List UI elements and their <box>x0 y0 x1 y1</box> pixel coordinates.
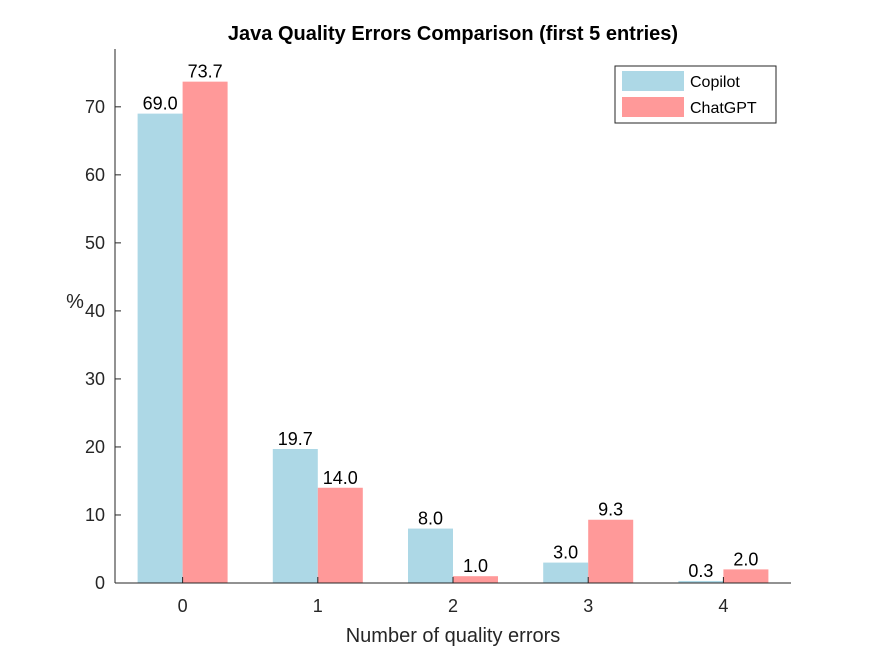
x-tick-label: 1 <box>313 596 323 616</box>
y-tick-label: 10 <box>85 505 105 525</box>
data-label-copilot-4: 0.3 <box>688 561 713 581</box>
bar-copilot-3 <box>543 562 589 583</box>
x-tick-label: 2 <box>448 596 458 616</box>
data-label-copilot-2: 8.0 <box>418 509 443 529</box>
bar-chatgpt-0 <box>182 81 228 584</box>
y-tick-label: 40 <box>85 301 105 321</box>
bar-chatgpt-4 <box>723 569 769 583</box>
y-tick-label: 60 <box>85 165 105 185</box>
x-tick-label: 4 <box>718 596 728 616</box>
x-tick-label: 3 <box>583 596 593 616</box>
bar-copilot-4 <box>678 580 724 583</box>
legend-label-chatgpt: ChatGPT <box>690 100 757 117</box>
axes-layer: 0 10 20 30 40 50 60 70 0 1 2 3 4 <box>85 49 791 616</box>
x-axis-label: Number of quality errors <box>346 625 561 647</box>
data-label-copilot-1: 19.7 <box>278 429 313 449</box>
data-label-chatgpt-2: 1.0 <box>463 556 488 576</box>
bar-copilot-1 <box>272 448 318 583</box>
bar-copilot-0 <box>137 113 183 583</box>
y-tick-label: 20 <box>85 437 105 457</box>
legend-label-copilot: Copilot <box>690 74 740 91</box>
legend-swatch-copilot <box>622 71 684 91</box>
y-tick-label: 50 <box>85 233 105 253</box>
bars-layer <box>137 81 769 584</box>
chart-title: Java Quality Errors Comparison (first 5 … <box>228 23 678 45</box>
data-label-chatgpt-3: 9.3 <box>598 500 623 520</box>
data-label-chatgpt-4: 2.0 <box>733 549 758 569</box>
bar-chatgpt-1 <box>317 487 363 583</box>
y-tick-label: 30 <box>85 369 105 389</box>
bar-chatgpt-3 <box>588 519 634 583</box>
y-tick-label: 70 <box>85 97 105 117</box>
data-label-chatgpt-0: 73.7 <box>188 62 223 82</box>
x-tick-label: 0 <box>178 596 188 616</box>
data-label-copilot-3: 3.0 <box>553 543 578 563</box>
y-axis-label: % <box>66 291 84 313</box>
legend-swatch-chatgpt <box>622 97 684 117</box>
bar-chatgpt-2 <box>453 576 498 583</box>
bar-copilot-2 <box>408 528 453 583</box>
y-tick-label: 0 <box>95 573 105 593</box>
data-label-chatgpt-1: 14.0 <box>323 468 358 488</box>
legend: Copilot ChatGPT <box>614 65 777 124</box>
data-label-copilot-0: 69.0 <box>143 94 178 114</box>
data-labels-layer: 69.0 73.7 19.7 14.0 8.0 1.0 3.0 9.3 0.3 2.0 <box>143 62 759 581</box>
